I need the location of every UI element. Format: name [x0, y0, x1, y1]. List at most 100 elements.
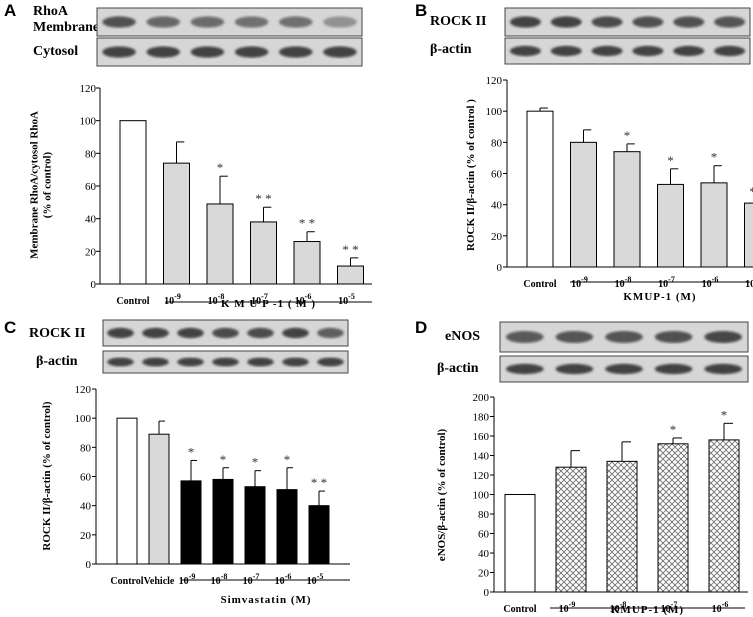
y-tick-label: 120 — [486, 75, 503, 87]
blot-band — [632, 16, 664, 28]
blot-band — [142, 327, 169, 339]
blot-band — [505, 363, 544, 375]
category-exponent: -6 — [712, 275, 719, 284]
blot-band — [505, 331, 544, 343]
category-exponent: -9 — [174, 292, 181, 301]
western-blot-b — [504, 7, 751, 65]
blot-band — [673, 16, 705, 28]
y-tick-label: 60 — [478, 529, 490, 541]
blot-band — [704, 363, 743, 375]
panel-a: A RhoA Membrane Cytosol 0 20 40 60 80 100 120 M… — [4, 1, 372, 310]
category-exponent: -9 — [189, 572, 196, 581]
blot-band — [102, 46, 136, 58]
bar — [708, 439, 740, 593]
bar — [206, 203, 234, 285]
blot-label-beta-actin: β-actin — [437, 361, 479, 376]
blot-band — [555, 331, 594, 343]
bar — [570, 141, 597, 268]
significance-marker: * * — [311, 475, 327, 490]
y-tick-label: 60 — [491, 169, 503, 181]
y-tick-label: 40 — [80, 501, 92, 513]
bar-chart-d: 0 20 40 60 80 100 120 140 160 180 200 eNOS/β-actin … — [436, 392, 748, 616]
western-blot-c — [102, 319, 349, 374]
category-exponent: -7 — [253, 572, 260, 581]
blot-band — [234, 46, 269, 58]
y-tick-label: 80 — [80, 442, 92, 454]
y-tick-label: 0 — [484, 587, 490, 599]
y-tick-label: 120 — [75, 384, 92, 396]
category-label: Control — [116, 296, 149, 307]
category-exponent: -5 — [317, 572, 324, 581]
blot-band — [605, 363, 643, 375]
significance-marker: * — [670, 422, 677, 437]
bar — [555, 466, 587, 593]
category-label: Vehicle — [144, 576, 175, 587]
significance-marker: * * — [342, 242, 358, 257]
y-tick-label: 80 — [478, 509, 490, 521]
significance-marker: * — [188, 444, 195, 459]
blot-band — [247, 357, 274, 367]
bar — [700, 182, 728, 268]
significance-marker: * * — [749, 184, 753, 199]
y-tick-label: 60 — [80, 472, 92, 484]
blot-label-rhoa: RhoA — [33, 4, 69, 19]
panel-letter-a: A — [4, 1, 16, 20]
category-exponent: -8 — [221, 572, 228, 581]
bar — [276, 489, 298, 565]
bar-chart-c: 0 20 40 60 80 100 120 ROCK II/β-actin (% of con… — [41, 384, 350, 606]
category-exponent: -6 — [305, 292, 312, 301]
blot-band — [509, 16, 541, 28]
blot-label-membrane: Membrane — [33, 20, 99, 35]
blot-band — [282, 327, 309, 339]
blot-band — [654, 363, 693, 375]
panel-letter-c: C — [4, 318, 16, 337]
y-axis-title: Membrane RhoA/cytosol RhoA — [29, 111, 41, 259]
category-exponent: -9 — [581, 275, 588, 284]
blot-band — [247, 327, 274, 339]
category-label: 10-9 — [164, 292, 181, 307]
bar — [244, 486, 266, 565]
blot-band — [107, 327, 134, 339]
y-tick-label: 100 — [473, 490, 490, 502]
y-tick-label: 160 — [473, 431, 490, 443]
bar — [526, 110, 554, 268]
blot-band — [323, 46, 357, 58]
blot-band — [107, 357, 134, 367]
y-tick-label: 80 — [85, 148, 97, 160]
western-blot-a — [96, 7, 363, 67]
blot-band — [282, 357, 309, 367]
panel-c: C ROCK II β-actin 0 20 40 60 80 100 120 ROCK II… — [4, 318, 350, 606]
bar — [657, 443, 689, 593]
category-exponent: -7 — [668, 275, 675, 284]
category-exponent: -7 — [671, 600, 678, 609]
bar — [308, 505, 330, 565]
bar — [504, 494, 536, 593]
category-exponent: -6 — [285, 572, 292, 581]
blot-band — [212, 327, 239, 339]
blot-band — [177, 327, 204, 339]
bar — [613, 151, 641, 268]
blot-band — [509, 45, 541, 57]
panel-d: D eNOS β-actin 0 20 40 60 80 100 120 140 160 180 2… — [415, 318, 749, 616]
blot-strip — [504, 7, 751, 37]
bar — [293, 241, 321, 285]
significance-marker: * — [252, 455, 259, 470]
bar — [744, 202, 753, 268]
y-tick-label: 20 — [80, 530, 92, 542]
blot-strip — [96, 37, 363, 67]
blot-band — [278, 16, 313, 28]
category-exponent: -6 — [722, 600, 729, 609]
blot-band — [550, 45, 582, 57]
blot-strip — [504, 37, 751, 65]
bar — [212, 478, 234, 565]
blot-band — [317, 327, 344, 339]
blot-band — [146, 16, 181, 28]
x-axis-title: KMUP-1 (M) — [623, 291, 696, 303]
blot-band — [714, 45, 746, 57]
y-tick-label: 0 — [497, 262, 503, 274]
bar — [337, 265, 364, 285]
category-exponent: -8 — [625, 275, 632, 284]
x-axis-title: Simvastatin (M) — [220, 594, 311, 606]
significance-marker: * — [624, 128, 631, 143]
y-tick-label: 40 — [478, 548, 490, 560]
